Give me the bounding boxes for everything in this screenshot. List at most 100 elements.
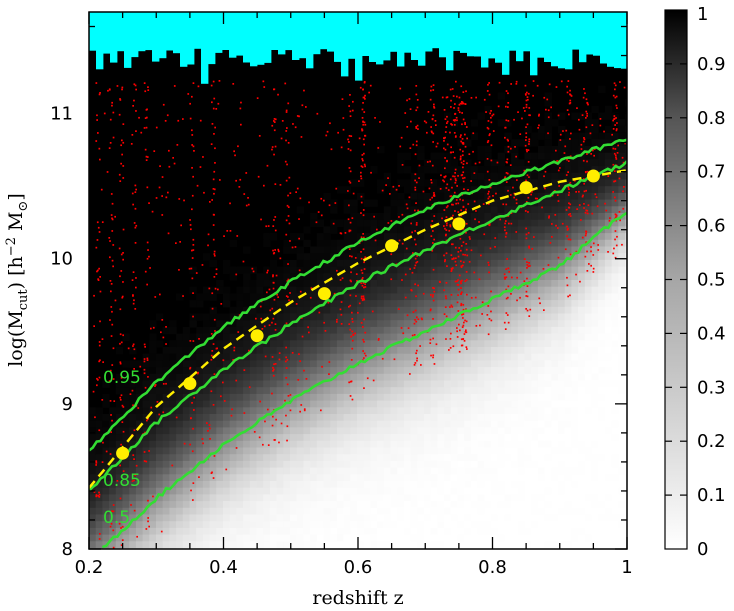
heatmap-cell [584,326,593,335]
heatmap-cell [524,494,532,502]
heatmap-cell [397,273,405,281]
heatmap-cell [531,387,539,395]
heatmap-cell [517,514,526,522]
heatmap-cell [497,300,505,308]
scatter-point [612,163,615,166]
heatmap-cell [336,541,345,549]
heatmap-cell [276,494,284,502]
scatter-point [349,149,352,152]
heatmap-cell [531,280,539,288]
heatmap-cell [578,306,586,315]
heatmap-cell [531,534,539,542]
heatmap-cell [477,407,485,415]
scatter-point [132,343,135,346]
heatmap-cell [229,333,237,341]
heatmap-cell [584,333,593,341]
heatmap-cell [122,380,130,388]
scatter-point [211,199,213,201]
heatmap-cell [156,434,164,442]
heatmap-cell [625,467,627,475]
heatmap-cell [578,460,586,469]
scatter-point [189,117,192,120]
heatmap-cell [437,179,445,187]
saturated-bin [180,12,188,67]
heatmap-cell [135,447,144,455]
heatmap-cell [578,420,586,428]
heatmap-cell [604,427,613,435]
scatter-point [214,330,216,332]
scatter-point [457,107,460,109]
heatmap-cell [283,534,291,542]
heatmap-cell [263,273,271,281]
heatmap-cell [591,514,599,522]
heatmap-cell [350,280,358,288]
heatmap-cell [236,300,244,308]
heatmap-cell [357,306,365,315]
heatmap-cell [336,293,345,301]
scatter-point [127,347,130,350]
heatmap-cell [310,340,318,348]
heatmap-cell [491,326,499,335]
heatmap-cell [511,527,519,536]
heatmap-cell [323,434,331,442]
heatmap-cell [591,333,599,341]
heatmap-cell [464,393,472,402]
heatmap-cell [390,434,398,442]
heatmap-cell [625,347,627,355]
heatmap-cell [403,521,412,529]
heatmap-cell [196,353,204,361]
heatmap-cell [350,353,358,361]
heatmap-cell [343,440,351,449]
scatter-point [351,398,354,401]
scatter-point [167,191,169,194]
heatmap-cell [571,233,579,241]
heatmap-cell [598,434,606,442]
heatmap-cell [491,353,499,361]
heatmap-cell [330,266,338,274]
scatter-point [148,450,150,452]
scatter-point [460,214,463,217]
heatmap-cell [363,246,371,254]
heatmap-cell [310,380,318,388]
scatter-point [96,270,98,273]
heatmap-cell [544,300,552,308]
heatmap-cell [524,541,532,549]
heatmap-cell [269,447,278,455]
heatmap-cell [417,501,425,509]
heatmap-cell [290,333,298,341]
heatmap-cell [464,521,472,529]
heatmap-cell [444,494,452,502]
heatmap-cell [558,467,566,475]
heatmap-cell [464,407,472,415]
heatmap-cell [437,213,445,221]
heatmap-cell [357,440,365,449]
heatmap-cell [578,326,586,335]
scatter-point [95,460,98,462]
heatmap-cell [350,340,358,348]
heatmap-cell [316,434,325,442]
heatmap-cell [149,414,157,422]
heatmap-cell [424,273,432,281]
heatmap-cell [390,534,398,542]
heatmap-cell [437,266,445,274]
heatmap-cell [571,541,579,549]
heatmap-cell [350,521,358,529]
heatmap-cell [263,507,271,516]
heatmap-cell [484,501,492,509]
heatmap-cell [618,427,626,435]
heatmap-cell [484,333,492,341]
heatmap-cell [363,454,371,462]
heatmap-cell [537,239,546,248]
heatmap-cell [236,320,244,328]
heatmap-cell [330,494,338,502]
heatmap-cell [303,333,311,341]
heatmap-cell [578,467,586,475]
heatmap-cell [236,347,244,355]
heatmap-cell [196,427,204,435]
heatmap-cell [89,474,97,482]
heatmap-cell [290,326,298,335]
heatmap-cell [129,460,137,469]
heatmap-cell [558,407,566,415]
heatmap-cell [611,347,619,355]
heatmap-cell [363,460,371,469]
